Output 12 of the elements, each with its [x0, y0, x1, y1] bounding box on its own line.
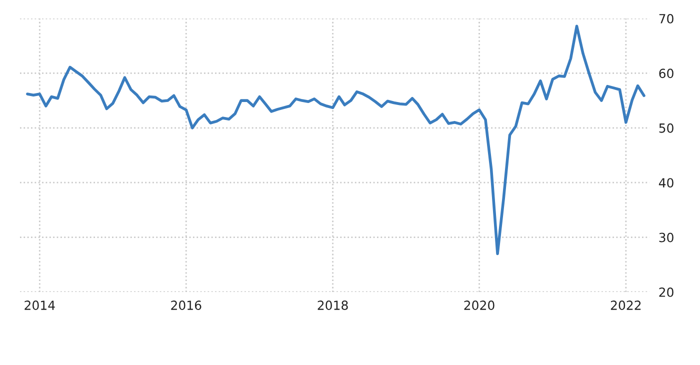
x-tick-label: 2022 — [610, 300, 641, 310]
y-tick-label: 40 — [658, 178, 674, 188]
y-tick-label: 30 — [659, 232, 674, 242]
x-tick-label: 2014 — [24, 300, 55, 310]
y-tick-label: 50 — [659, 123, 674, 133]
y-tick-label: 20 — [659, 287, 674, 297]
x-tick-label: 2020 — [464, 300, 494, 310]
y-tick-label: 70 — [659, 14, 674, 24]
line-series — [26, 24, 646, 256]
x-tick-label: 2018 — [318, 300, 348, 310]
y-tick-label: 60 — [659, 68, 674, 78]
x-tick-label: 2016 — [171, 300, 202, 310]
